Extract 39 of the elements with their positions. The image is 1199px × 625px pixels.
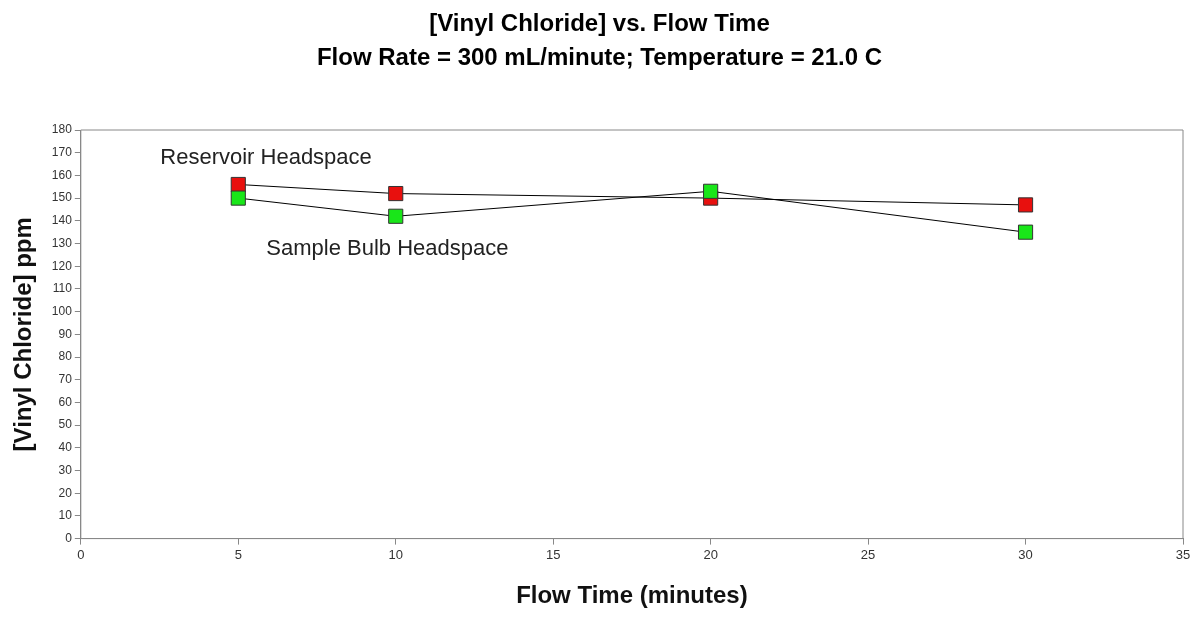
series-label: Reservoir Headspace [160,143,372,169]
point [1017,224,1034,240]
y-tick-label: 50 [58,417,73,432]
series-label: Sample Bulb Headspace [266,235,509,261]
y-tick-label: 170 [51,145,73,160]
x-axis-title: Flow Time (minutes) [516,581,748,609]
y-tick-label: 80 [58,349,73,364]
y-tick-label: 70 [58,372,73,387]
x-tick-label: 10 [388,546,403,562]
y-tick-label: 110 [52,281,73,296]
y-tick-label: 180 [51,122,73,137]
y-tick-label: 100 [51,303,73,318]
x-tick-label: 25 [860,546,876,562]
y-tick-label: 60 [58,394,73,409]
point [388,208,404,224]
point [388,185,404,202]
chart-title: [Vinyl Chloride] vs. Flow Time [428,8,771,38]
y-tick-label: 130 [51,235,73,250]
y-tick-label: 40 [58,440,73,455]
y-tick-label: 90 [58,326,73,341]
y-tick-label: 20 [58,485,73,500]
y-tick-label: 140 [51,213,73,228]
y-tick-label: 30 [58,462,73,477]
y-tick-label: 10 [58,508,73,523]
x-tick-label: 20 [703,546,718,562]
chart-subtitle: Flow Rate = 300 mL/minute; Temperature = 21.0 C [315,42,884,72]
y-tick-label: 150 [51,190,73,205]
point [703,183,719,199]
point [1017,197,1034,213]
y-tick-label: 160 [51,167,73,182]
y-tick-label: 120 [51,258,73,273]
x-tick-label: 30 [1018,546,1033,562]
point [230,190,246,206]
y-axis-title: [Vinyl Chloride] ppm [9,217,37,452]
x-tick-label: 15 [545,546,561,562]
x-tick-label: 0 [77,546,85,562]
x-tick-label: 5 [234,546,242,562]
x-tick-label: 35 [1175,546,1191,562]
y-tick-label: 0 [65,530,73,545]
